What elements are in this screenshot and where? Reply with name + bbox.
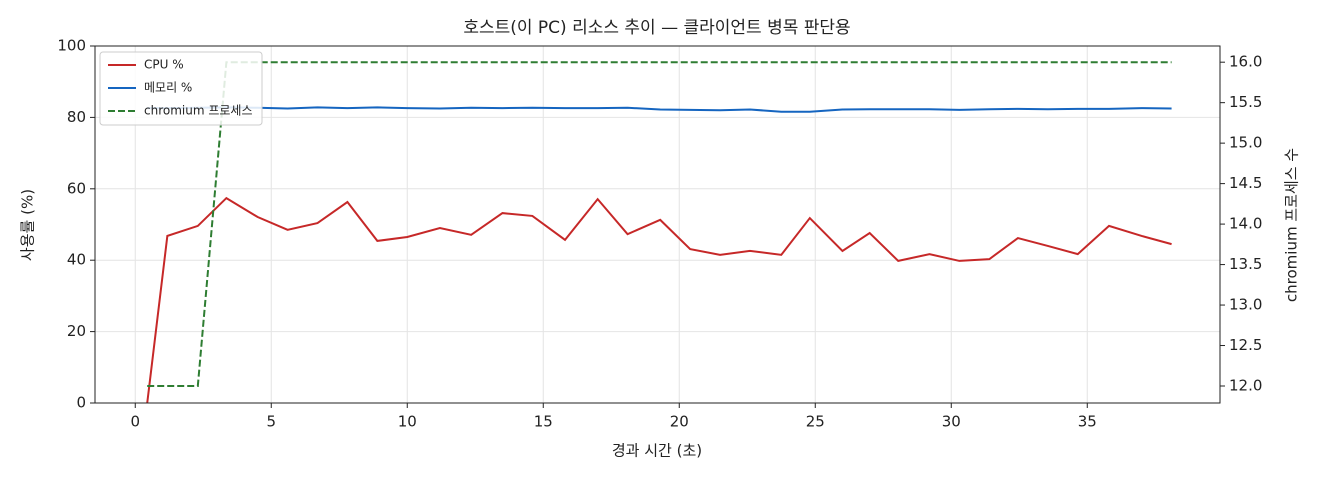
x-tick-label: 5 bbox=[266, 413, 276, 431]
x-tick-label: 35 bbox=[1078, 413, 1097, 431]
y2-tick-label: 15.5 bbox=[1229, 93, 1262, 111]
series-line bbox=[147, 106, 1172, 113]
legend-label: chromium 프로세스 bbox=[144, 104, 253, 118]
y2-tick-label: 12.5 bbox=[1229, 336, 1262, 354]
y-tick-label: 80 bbox=[67, 108, 86, 126]
series-line bbox=[146, 196, 1172, 403]
legend-label: CPU % bbox=[144, 58, 184, 72]
y2-tick-label: 16.0 bbox=[1229, 53, 1262, 71]
x-tick-label: 15 bbox=[534, 413, 553, 431]
x-tick-label: 20 bbox=[670, 413, 689, 431]
y-tick-label: 100 bbox=[57, 37, 86, 55]
x-tick-label: 10 bbox=[398, 413, 417, 431]
series-line bbox=[147, 61, 1172, 387]
y-tick-label: 60 bbox=[67, 179, 86, 197]
y-tick-label: 40 bbox=[67, 251, 86, 269]
x-axis-label: 경과 시간 (초) bbox=[612, 442, 702, 460]
y2-tick-label: 14.0 bbox=[1229, 215, 1262, 233]
y2-tick-label: 14.5 bbox=[1229, 174, 1262, 192]
legend-box bbox=[99, 51, 263, 126]
y-axis-label: 사용률 (%) bbox=[19, 189, 37, 261]
x-tick-label: 25 bbox=[806, 413, 825, 431]
x-tick-label: 0 bbox=[130, 413, 140, 431]
chart-title: 호스트(이 PC) 리소스 추이 — 클라이언트 병목 판단용 bbox=[463, 18, 850, 38]
y2-tick-label: 12.0 bbox=[1229, 377, 1262, 395]
y-tick-label: 20 bbox=[67, 322, 86, 340]
plot-frame bbox=[94, 45, 1221, 404]
y2-tick-label: 15.0 bbox=[1229, 134, 1262, 152]
y2-tick-label: 13.5 bbox=[1229, 255, 1262, 273]
y-tick-label: 0 bbox=[76, 394, 86, 412]
x-tick-label: 30 bbox=[942, 413, 961, 431]
legend-label: 메모리 % bbox=[144, 81, 192, 95]
y2-tick-label: 13.0 bbox=[1229, 296, 1262, 314]
y2-axis-label: chromium 프로세스 수 bbox=[1283, 148, 1301, 302]
